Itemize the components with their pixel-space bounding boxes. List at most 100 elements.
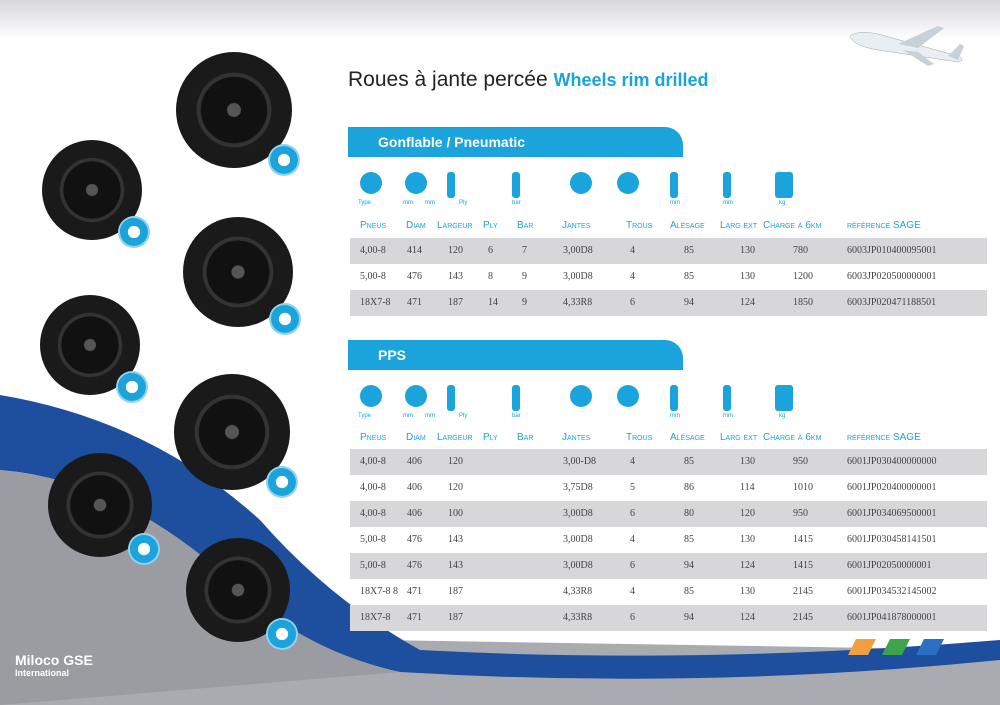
table-cell: 18X7-8: [360, 297, 391, 308]
table-cell: 130: [740, 586, 755, 597]
table-cell: 6: [630, 297, 635, 308]
table-cell: 4: [630, 534, 635, 545]
table-cell: 3,00D8: [563, 534, 593, 545]
table-cell: 5: [630, 482, 635, 493]
spec-icon: [617, 385, 639, 407]
table-row: 4,00-8 414 120 6 7 3,00D8 4 85 130 780 6003JP01040…: [350, 238, 987, 264]
table-cell: 100: [448, 508, 463, 519]
table-cell: 85: [684, 271, 694, 282]
spec-icon: [775, 172, 793, 198]
column-header: Pneus: [360, 220, 387, 231]
table-cell: 476: [407, 271, 422, 282]
table-cell: 471: [407, 297, 422, 308]
tire-wheel-image: [176, 52, 292, 168]
table-cell: 120: [448, 482, 463, 493]
icon-unit-label: mm: [425, 200, 435, 206]
column-header: Alésage: [670, 432, 705, 443]
spec-icon: [617, 172, 639, 194]
table-cell: 1415: [793, 534, 813, 545]
table-cell: 5,00-8: [360, 560, 386, 571]
table-cell: 6001JP030400000000: [847, 456, 937, 467]
spec-icon: [570, 385, 592, 407]
table-cell: 4,00-8: [360, 245, 386, 256]
table-cell: 114: [740, 482, 755, 493]
spec-icon: [360, 385, 382, 407]
table-cell: 6001JP02050000001: [847, 560, 932, 571]
table-cell: 130: [740, 271, 755, 282]
table-cell: 130: [740, 456, 755, 467]
table-cell: 130: [740, 245, 755, 256]
icon-unit-label: mm: [403, 413, 413, 419]
table-cell: 6: [630, 612, 635, 623]
table-cell: 85: [684, 534, 694, 545]
table-cell: 4,00-8: [360, 456, 386, 467]
color-stripes: [848, 639, 944, 655]
section-header: Gonflable / Pneumatic: [348, 127, 683, 157]
table-cell: 94: [684, 612, 694, 623]
table-cell: 2145: [793, 586, 813, 597]
table-row: 4,00-8 406 120 3,00-D8 4 85 130 950 6001JP030400…: [350, 449, 987, 475]
icon-unit-label: mm: [403, 200, 413, 206]
column-header: Bar: [517, 432, 534, 443]
spec-icon: [447, 172, 455, 198]
icon-unit-label: bar: [512, 413, 521, 419]
column-header: Ply: [483, 432, 498, 443]
table-cell: 1200: [793, 271, 813, 282]
column-header: Largeur: [437, 220, 473, 231]
table-cell: 143: [448, 534, 463, 545]
table-cell: 18X7-8 8: [360, 586, 399, 597]
table-row: 18X7-8 471 187 4,33R8 6 94 124 2145 6001JP041878…: [350, 605, 987, 631]
table-cell: 4,00-8: [360, 482, 386, 493]
table-cell: 4: [630, 271, 635, 282]
spec-icon: [405, 385, 427, 407]
table-cell: 780: [793, 245, 808, 256]
table-cell: 6003JP010400095001: [847, 245, 937, 256]
spec-icon: [512, 172, 520, 198]
table-cell: 86: [684, 482, 694, 493]
table-cell: 3,00-D8: [563, 456, 597, 467]
icon-unit-label: bar: [512, 200, 521, 206]
column-header: Pneus: [360, 432, 387, 443]
table-cell: 4,33R8: [563, 612, 593, 623]
table-cell: 18X7-8: [360, 612, 391, 623]
table-cell: 4,33R8: [563, 586, 593, 597]
wheel-bolt-icon: [120, 218, 148, 246]
icon-unit-label: mm: [723, 200, 733, 206]
table-cell: 4: [630, 245, 635, 256]
table-cell: 120: [740, 508, 755, 519]
table-cell: 124: [740, 297, 755, 308]
table-cell: 476: [407, 560, 422, 571]
table-cell: 9: [522, 297, 527, 308]
table-cell: 14: [488, 297, 498, 308]
icon-unit-label: mm: [723, 413, 733, 419]
table-cell: 3,00D8: [563, 560, 593, 571]
table-cell: 414: [407, 245, 422, 256]
table-cell: 85: [684, 586, 694, 597]
table-cell: 4: [630, 456, 635, 467]
column-header: Largeur: [437, 432, 473, 443]
spec-icon: [670, 385, 678, 411]
table-cell: 1850: [793, 297, 813, 308]
table-row: 5,00-8 476 143 3,00D8 4 85 130 1415 6001JP030458…: [350, 527, 987, 553]
table-cell: 80: [684, 508, 694, 519]
column-header: Trous: [626, 220, 653, 231]
table-cell: 130: [740, 534, 755, 545]
table-cell: 120: [448, 456, 463, 467]
logo: Miloco GSE International: [15, 652, 93, 678]
wheel-bolt-icon: [268, 620, 296, 648]
table-row: 5,00-8 476 143 8 9 3,00D8 4 85 130 1200 6003JP0205…: [350, 264, 987, 290]
table-cell: 124: [740, 612, 755, 623]
tire-wheel-image: [174, 374, 290, 490]
table-cell: 3,00D8: [563, 271, 593, 282]
table-cell: 187: [448, 297, 463, 308]
table-row: 5,00-8 476 143 3,00D8 6 94 124 1415 6001JP020500…: [350, 553, 987, 579]
wheel-bolt-icon: [268, 468, 296, 496]
table-row: 18X7-8 8 471 187 4,33R8 4 85 130 2145 6001JP0345…: [350, 579, 987, 605]
table-cell: 3,75D8: [563, 482, 593, 493]
spec-icon: [447, 385, 455, 411]
table-cell: 6: [630, 508, 635, 519]
column-header: Alésage: [670, 220, 705, 231]
table-cell: 120: [448, 245, 463, 256]
icon-unit-label: Ply: [459, 200, 468, 206]
spec-icon: [512, 385, 520, 411]
